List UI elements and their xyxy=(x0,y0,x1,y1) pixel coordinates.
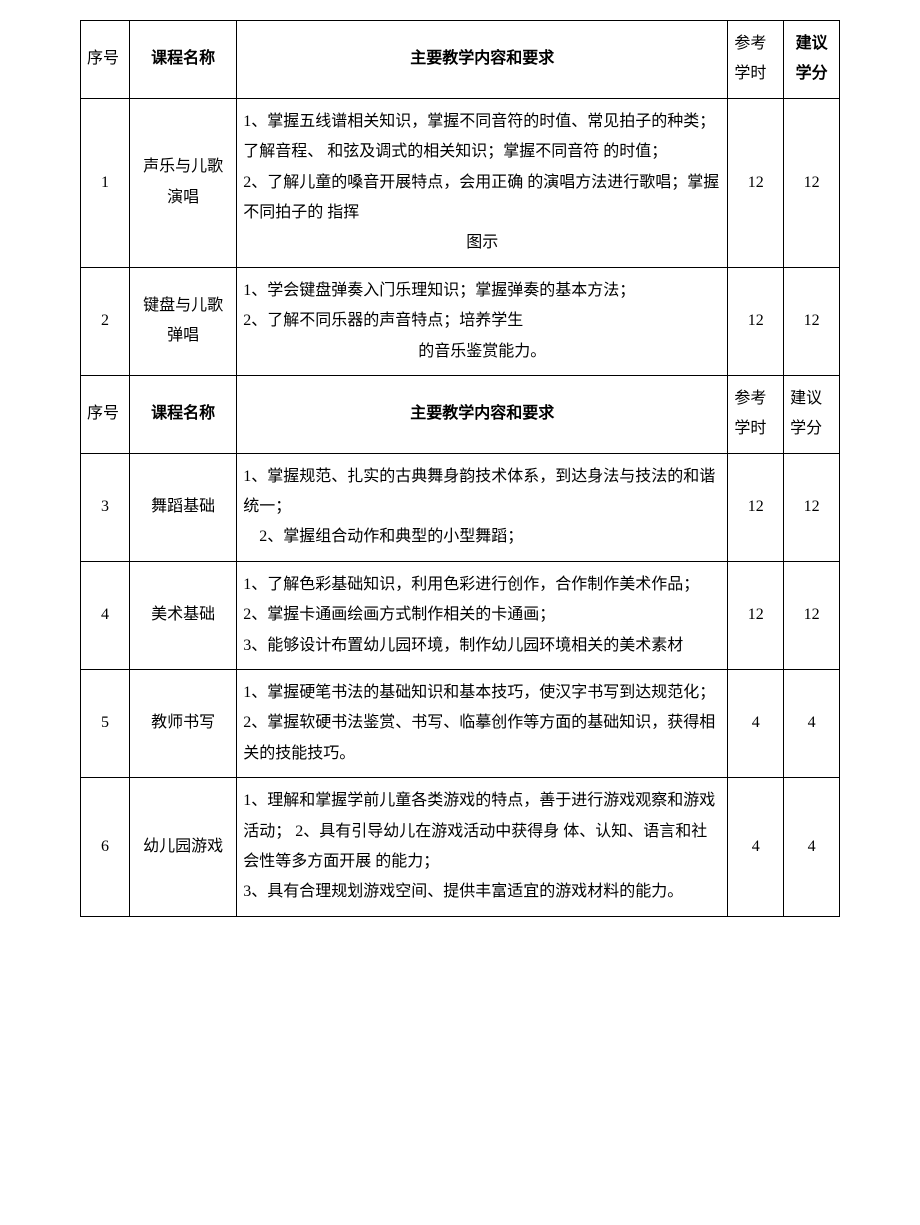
cell-name: 教师书写 xyxy=(130,670,237,778)
header-hours: 参考学时 xyxy=(728,21,784,99)
cell-seq: 6 xyxy=(81,778,130,917)
content-line: 3、能够设计布置幼儿园环境，制作幼儿园环境相关的美术素材 xyxy=(243,637,683,654)
curriculum-table: 序号 课程名称 主要教学内容和要求 参考学时 建议学分 1 声乐与儿歌演唱 1、… xyxy=(80,20,840,917)
content-line-centered: 的音乐鉴赏能力。 xyxy=(243,337,721,367)
cell-hours: 12 xyxy=(728,453,784,561)
cell-seq: 2 xyxy=(81,267,130,375)
cell-seq: 4 xyxy=(81,561,130,669)
cell-content: 1、掌握硬笔书法的基础知识和基本技巧，使汉字书写到达规范化； 2、掌握软硬书法鉴… xyxy=(237,670,728,778)
content-line: 2、了解不同乐器的声音特点；培养学生 xyxy=(243,312,523,329)
cell-content: 1、掌握五线谱相关知识，掌握不同音符的时值、常见拍子的种类；了解音程、 和弦及调… xyxy=(237,98,728,267)
cell-seq: 3 xyxy=(81,453,130,561)
cell-content: 1、掌握规范、扎实的古典舞身韵技术体系，到达身法与技法的和谐统一； 2、掌握组合… xyxy=(237,453,728,561)
header-content: 主要教学内容和要求 xyxy=(237,21,728,99)
cell-hours: 12 xyxy=(728,561,784,669)
header-seq: 序号 xyxy=(81,21,130,99)
cell-hours: 4 xyxy=(728,670,784,778)
cell-name: 幼儿园游戏 xyxy=(130,778,237,917)
cell-name: 舞蹈基础 xyxy=(130,453,237,561)
cell-hours: 12 xyxy=(728,267,784,375)
content-line: 1、了解色彩基础知识，利用色彩进行创作，合作制作美术作品； xyxy=(243,576,699,593)
content-line: 2、掌握卡通画绘画方式制作相关的卡通画； xyxy=(243,606,555,623)
cell-hours: 12 xyxy=(728,98,784,267)
header-name: 课程名称 xyxy=(130,375,237,453)
cell-credits: 12 xyxy=(784,453,840,561)
cell-hours: 4 xyxy=(728,778,784,917)
content-line: 1、学会键盘弹奏入门乐理知识；掌握弹奏的基本方法； xyxy=(243,282,635,299)
table-header-row: 序号 课程名称 主要教学内容和要求 参考学时 建议学分 xyxy=(81,375,840,453)
header-content: 主要教学内容和要求 xyxy=(237,375,728,453)
table-header-row: 序号 课程名称 主要教学内容和要求 参考学时 建议学分 xyxy=(81,21,840,99)
content-line: 3、具有合理规划游戏空间、提供丰富适宜的游戏材料的能力。 xyxy=(243,883,683,900)
header-name: 课程名称 xyxy=(130,21,237,99)
content-line: 2、掌握组合动作和典型的小型舞蹈； xyxy=(243,528,523,545)
cell-content: 1、学会键盘弹奏入门乐理知识；掌握弹奏的基本方法； 2、了解不同乐器的声音特点；… xyxy=(237,267,728,375)
cell-credits: 4 xyxy=(784,778,840,917)
content-line: 2、掌握软硬书法鉴赏、书写、临摹创作等方面的基础知识，获得相关的技能技巧。 xyxy=(243,714,715,761)
cell-content: 1、了解色彩基础知识，利用色彩进行创作，合作制作美术作品； 2、掌握卡通画绘画方… xyxy=(237,561,728,669)
table-row: 6 幼儿园游戏 1、理解和掌握学前儿童各类游戏的特点，善于进行游戏观察和游戏活动… xyxy=(81,778,840,917)
content-line: 1、掌握硬笔书法的基础知识和基本技巧，使汉字书写到达规范化； xyxy=(243,684,715,701)
content-line: 1、掌握五线谱相关知识，掌握不同音符的时值、常见拍子的种类；了解音程、 和弦及调… xyxy=(243,113,715,160)
cell-name: 声乐与儿歌演唱 xyxy=(130,98,237,267)
header-credits: 建议学分 xyxy=(784,375,840,453)
table-row: 1 声乐与儿歌演唱 1、掌握五线谱相关知识，掌握不同音符的时值、常见拍子的种类；… xyxy=(81,98,840,267)
cell-name: 键盘与儿歌弹唱 xyxy=(130,267,237,375)
table-row: 5 教师书写 1、掌握硬笔书法的基础知识和基本技巧，使汉字书写到达规范化； 2、… xyxy=(81,670,840,778)
cell-credits: 12 xyxy=(784,98,840,267)
cell-content: 1、理解和掌握学前儿童各类游戏的特点，善于进行游戏观察和游戏活动； 2、具有引导… xyxy=(237,778,728,917)
table-row: 4 美术基础 1、了解色彩基础知识，利用色彩进行创作，合作制作美术作品； 2、掌… xyxy=(81,561,840,669)
content-line: 1、掌握规范、扎实的古典舞身韵技术体系，到达身法与技法的和谐统一； xyxy=(243,468,715,515)
cell-seq: 1 xyxy=(81,98,130,267)
content-line-centered: 图示 xyxy=(243,228,721,258)
header-hours: 参考学时 xyxy=(728,375,784,453)
cell-credits: 12 xyxy=(784,561,840,669)
table-row: 3 舞蹈基础 1、掌握规范、扎实的古典舞身韵技术体系，到达身法与技法的和谐统一；… xyxy=(81,453,840,561)
header-seq: 序号 xyxy=(81,375,130,453)
table-row: 2 键盘与儿歌弹唱 1、学会键盘弹奏入门乐理知识；掌握弹奏的基本方法； 2、了解… xyxy=(81,267,840,375)
cell-credits: 12 xyxy=(784,267,840,375)
cell-seq: 5 xyxy=(81,670,130,778)
cell-name: 美术基础 xyxy=(130,561,237,669)
content-line: 1、理解和掌握学前儿童各类游戏的特点，善于进行游戏观察和游戏活动； 2、具有引导… xyxy=(243,792,715,870)
header-credits: 建议学分 xyxy=(784,21,840,99)
content-line: 2、了解儿童的嗓音开展特点，会用正确 的演唱方法进行歌唱；掌握不同拍子的 指挥 xyxy=(243,174,719,221)
cell-credits: 4 xyxy=(784,670,840,778)
